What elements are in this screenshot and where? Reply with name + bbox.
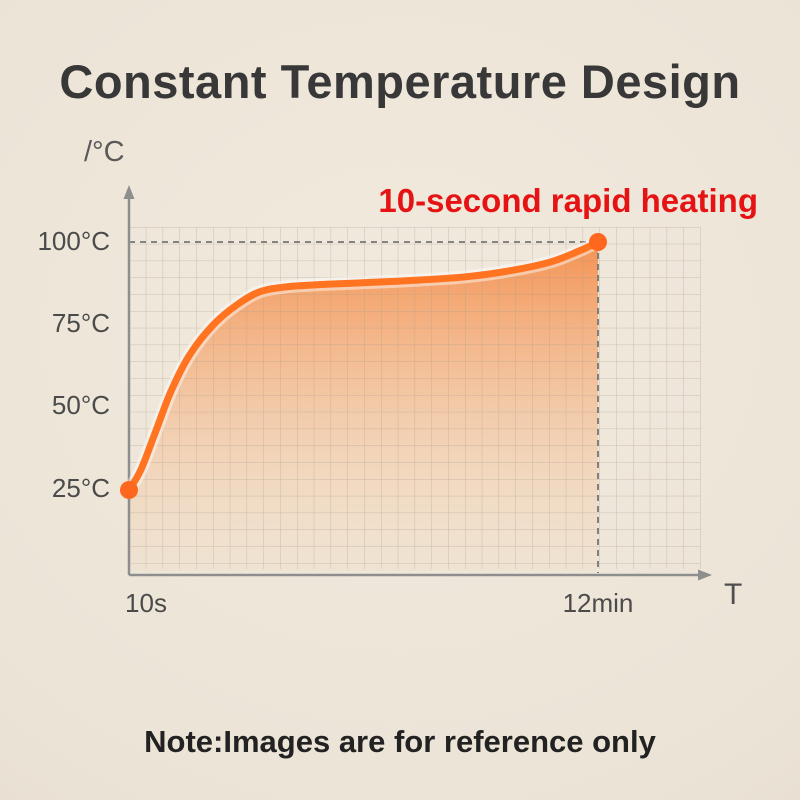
y-axis-arrowhead-icon	[123, 185, 135, 199]
grid	[129, 227, 701, 569]
y-axis-unit-label: /°C	[84, 136, 125, 168]
data-point-end	[589, 233, 607, 251]
y-tick-50: 50°C	[51, 390, 110, 420]
y-tick-25: 25°C	[51, 473, 110, 503]
data-point-start	[120, 481, 138, 499]
reference-note: Note:Images are for reference only	[144, 724, 656, 759]
x-axis-arrowhead-icon	[698, 569, 712, 581]
temperature-curve-line	[125, 238, 602, 494]
x-tick-10s: 10s	[125, 588, 167, 618]
y-tick-75: 75°C	[51, 308, 110, 338]
x-axis-label: T	[724, 578, 743, 611]
x-tick-12min: 12min	[562, 588, 634, 618]
page-title: Constant Temperature Design	[59, 55, 741, 108]
y-tick-100: 100°C	[37, 226, 110, 256]
rapid-heating-annotation: 10-second rapid heating	[378, 182, 758, 219]
